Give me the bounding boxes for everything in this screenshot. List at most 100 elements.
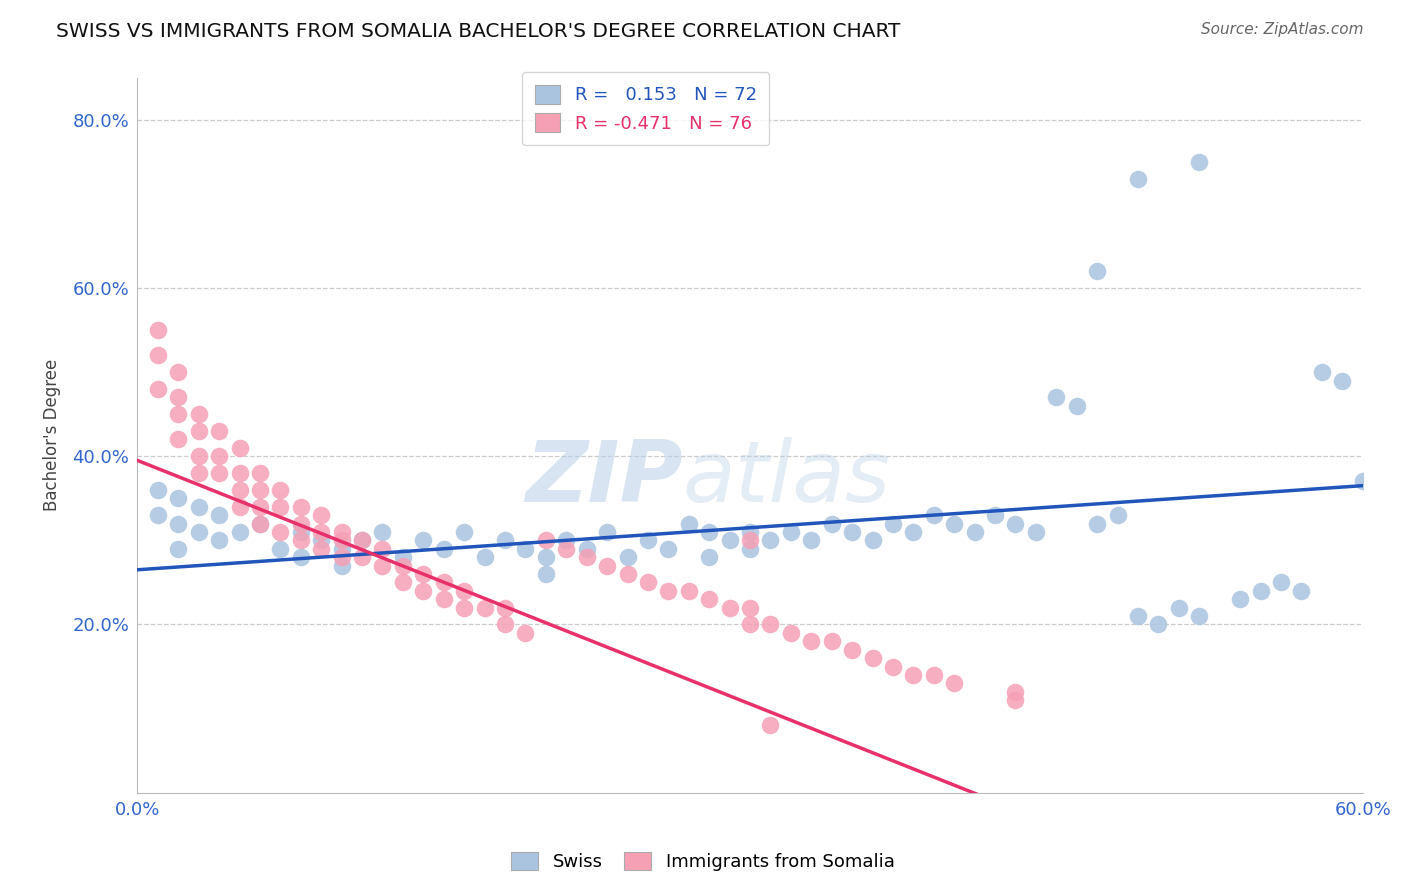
Point <box>249 483 271 497</box>
Point <box>167 541 190 556</box>
Point <box>1085 516 1108 531</box>
Point <box>167 407 190 421</box>
Point <box>330 541 353 556</box>
Point <box>371 541 394 556</box>
Point <box>678 583 700 598</box>
Point <box>453 600 475 615</box>
Point <box>575 541 598 556</box>
Point <box>208 508 231 522</box>
Point <box>228 466 250 480</box>
Point <box>146 508 169 522</box>
Point <box>515 625 537 640</box>
Text: ZIP: ZIP <box>524 436 683 519</box>
Point <box>167 365 190 379</box>
Point <box>616 566 638 581</box>
Point <box>738 533 761 548</box>
Point <box>1270 575 1292 590</box>
Text: SWISS VS IMMIGRANTS FROM SOMALIA BACHELOR'S DEGREE CORRELATION CHART: SWISS VS IMMIGRANTS FROM SOMALIA BACHELO… <box>56 22 901 41</box>
Point <box>637 533 659 548</box>
Point <box>1085 264 1108 278</box>
Point <box>1188 609 1211 624</box>
Point <box>862 533 884 548</box>
Point <box>208 449 231 463</box>
Point <box>596 558 619 573</box>
Point <box>146 483 169 497</box>
Point <box>963 524 986 539</box>
Point <box>779 524 801 539</box>
Point <box>841 524 863 539</box>
Point <box>290 516 312 531</box>
Point <box>515 541 537 556</box>
Point <box>187 524 209 539</box>
Point <box>718 600 741 615</box>
Point <box>228 441 250 455</box>
Point <box>412 533 434 548</box>
Point <box>187 466 209 480</box>
Point <box>800 634 823 648</box>
Point <box>637 575 659 590</box>
Point <box>392 550 415 565</box>
Point <box>1351 475 1374 489</box>
Point <box>249 466 271 480</box>
Point <box>352 533 374 548</box>
Point <box>534 533 557 548</box>
Point <box>1331 374 1354 388</box>
Point <box>433 541 456 556</box>
Point <box>1107 508 1129 522</box>
Text: Source: ZipAtlas.com: Source: ZipAtlas.com <box>1201 22 1364 37</box>
Point <box>903 668 925 682</box>
Point <box>309 508 332 522</box>
Point <box>800 533 823 548</box>
Point <box>738 541 761 556</box>
Point <box>433 592 456 607</box>
Point <box>494 600 516 615</box>
Point <box>555 541 578 556</box>
Point <box>738 524 761 539</box>
Point <box>922 508 945 522</box>
Point <box>290 533 312 548</box>
Point <box>433 575 456 590</box>
Point <box>187 424 209 438</box>
Point <box>882 659 904 673</box>
Point <box>821 634 844 648</box>
Point <box>228 483 250 497</box>
Point <box>187 500 209 514</box>
Point <box>943 516 966 531</box>
Y-axis label: Bachelor's Degree: Bachelor's Degree <box>44 359 60 511</box>
Point <box>1126 171 1149 186</box>
Point <box>228 524 250 539</box>
Point <box>474 600 496 615</box>
Point <box>1066 399 1088 413</box>
Point <box>392 575 415 590</box>
Point <box>1229 592 1251 607</box>
Point <box>1250 583 1272 598</box>
Text: atlas: atlas <box>683 436 890 519</box>
Point <box>474 550 496 565</box>
Point <box>290 550 312 565</box>
Point <box>1291 583 1313 598</box>
Point <box>146 382 169 396</box>
Point <box>208 533 231 548</box>
Point <box>167 390 190 404</box>
Point <box>678 516 700 531</box>
Point <box>1025 524 1047 539</box>
Point <box>1167 600 1189 615</box>
Point <box>187 449 209 463</box>
Point <box>759 617 782 632</box>
Point <box>269 524 291 539</box>
Point <box>269 500 291 514</box>
Point <box>146 348 169 362</box>
Point <box>146 323 169 337</box>
Point <box>697 524 720 539</box>
Point <box>249 500 271 514</box>
Point <box>718 533 741 548</box>
Point <box>738 617 761 632</box>
Point <box>1188 154 1211 169</box>
Point <box>657 541 679 556</box>
Point <box>1045 390 1067 404</box>
Point <box>984 508 1007 522</box>
Point <box>309 533 332 548</box>
Point <box>1004 693 1026 707</box>
Point <box>453 524 475 539</box>
Point <box>903 524 925 539</box>
